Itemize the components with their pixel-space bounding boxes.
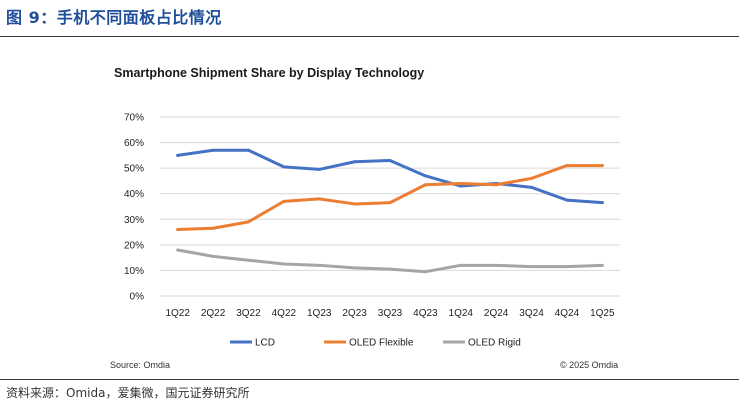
data-point-oled-rigid <box>176 248 180 252</box>
data-point-oled-rigid <box>246 258 250 262</box>
x-tick-label: 2Q22 <box>201 308 226 319</box>
data-point-lcd <box>565 198 569 202</box>
x-tick-label: 1Q23 <box>307 308 332 319</box>
data-point-lcd <box>246 148 250 152</box>
y-tick-label: 50% <box>124 164 144 175</box>
data-point-oled-rigid <box>459 263 463 267</box>
data-point-oled-rigid <box>423 270 427 274</box>
data-point-oled-flexible <box>176 228 180 232</box>
data-point-oled-rigid <box>388 267 392 271</box>
data-point-oled-rigid <box>353 266 357 270</box>
data-point-oled-flexible <box>353 202 357 206</box>
data-point-oled-rigid <box>282 262 286 266</box>
legend-label-oled-rigid: OLED Rigid <box>468 338 521 349</box>
data-point-oled-rigid <box>600 263 604 267</box>
x-tick-label: 2Q24 <box>484 308 509 319</box>
data-point-lcd <box>459 184 463 188</box>
footer-divider <box>0 379 739 380</box>
legend-label-lcd: LCD <box>255 338 275 349</box>
data-point-oled-flexible <box>423 183 427 187</box>
header-divider <box>0 36 739 37</box>
data-point-oled-rigid <box>565 265 569 269</box>
data-point-oled-flexible <box>246 220 250 224</box>
source-note: 资料来源：Omida，爱集微，国元证券研究所 <box>6 386 250 400</box>
y-tick-label: 0% <box>130 292 145 303</box>
data-point-oled-rigid <box>211 254 215 258</box>
y-tick-label: 30% <box>124 215 144 226</box>
legend-label-oled-flexible: OLED Flexible <box>349 338 414 349</box>
data-point-oled-flexible <box>282 199 286 203</box>
x-tick-label: 3Q24 <box>519 308 544 319</box>
data-point-oled-rigid <box>317 263 321 267</box>
data-point-lcd <box>317 167 321 171</box>
x-tick-label: 3Q23 <box>378 308 403 319</box>
line-chart: 0% 10% 20% 30% 40% 50% 60% 70% 1Q22 2Q22 3Q22 4Q22 1… <box>124 113 620 349</box>
x-tick-label: 3Q22 <box>236 308 261 319</box>
chart-title: Smartphone Shipment Share by Display Tec… <box>114 66 425 80</box>
data-point-lcd <box>600 201 604 205</box>
x-tick-label: 1Q22 <box>165 308 190 319</box>
y-tick-label: 10% <box>124 266 144 277</box>
data-point-oled-flexible <box>600 164 604 168</box>
data-point-oled-rigid <box>494 263 498 267</box>
y-tick-label: 20% <box>124 240 144 251</box>
data-point-lcd <box>176 153 180 157</box>
y-tick-label: 40% <box>124 189 144 200</box>
chart-panel: Smartphone Shipment Share by Display Tec… <box>0 40 739 380</box>
x-tick-label: 1Q25 <box>590 308 615 319</box>
chart-copyright: © 2025 Omdia <box>560 360 619 370</box>
data-point-lcd <box>530 185 534 189</box>
figure-title: 图 9：手机不同面板占比情况 <box>6 8 222 27</box>
x-tick-label: 4Q24 <box>555 308 580 319</box>
data-point-lcd <box>388 158 392 162</box>
data-point-lcd <box>211 148 215 152</box>
chart-source: Source: Omdia <box>110 360 171 370</box>
data-point-lcd <box>353 160 357 164</box>
data-point-oled-flexible <box>317 197 321 201</box>
data-point-oled-flexible <box>211 226 215 230</box>
data-point-oled-flexible <box>388 201 392 205</box>
y-tick-label: 60% <box>124 138 144 149</box>
data-point-oled-flexible <box>530 176 534 180</box>
data-point-oled-flexible <box>565 164 569 168</box>
y-tick-label: 70% <box>124 113 144 124</box>
x-tick-label: 4Q22 <box>272 308 297 319</box>
x-tick-label: 1Q24 <box>449 308 474 319</box>
data-point-oled-rigid <box>530 265 534 269</box>
data-point-lcd <box>423 174 427 178</box>
data-point-oled-flexible <box>494 183 498 187</box>
data-point-oled-flexible <box>459 181 463 185</box>
data-point-lcd <box>282 165 286 169</box>
x-tick-label: 2Q23 <box>342 308 367 319</box>
series-line-oled-flexible <box>176 164 604 232</box>
x-tick-label: 4Q23 <box>413 308 438 319</box>
